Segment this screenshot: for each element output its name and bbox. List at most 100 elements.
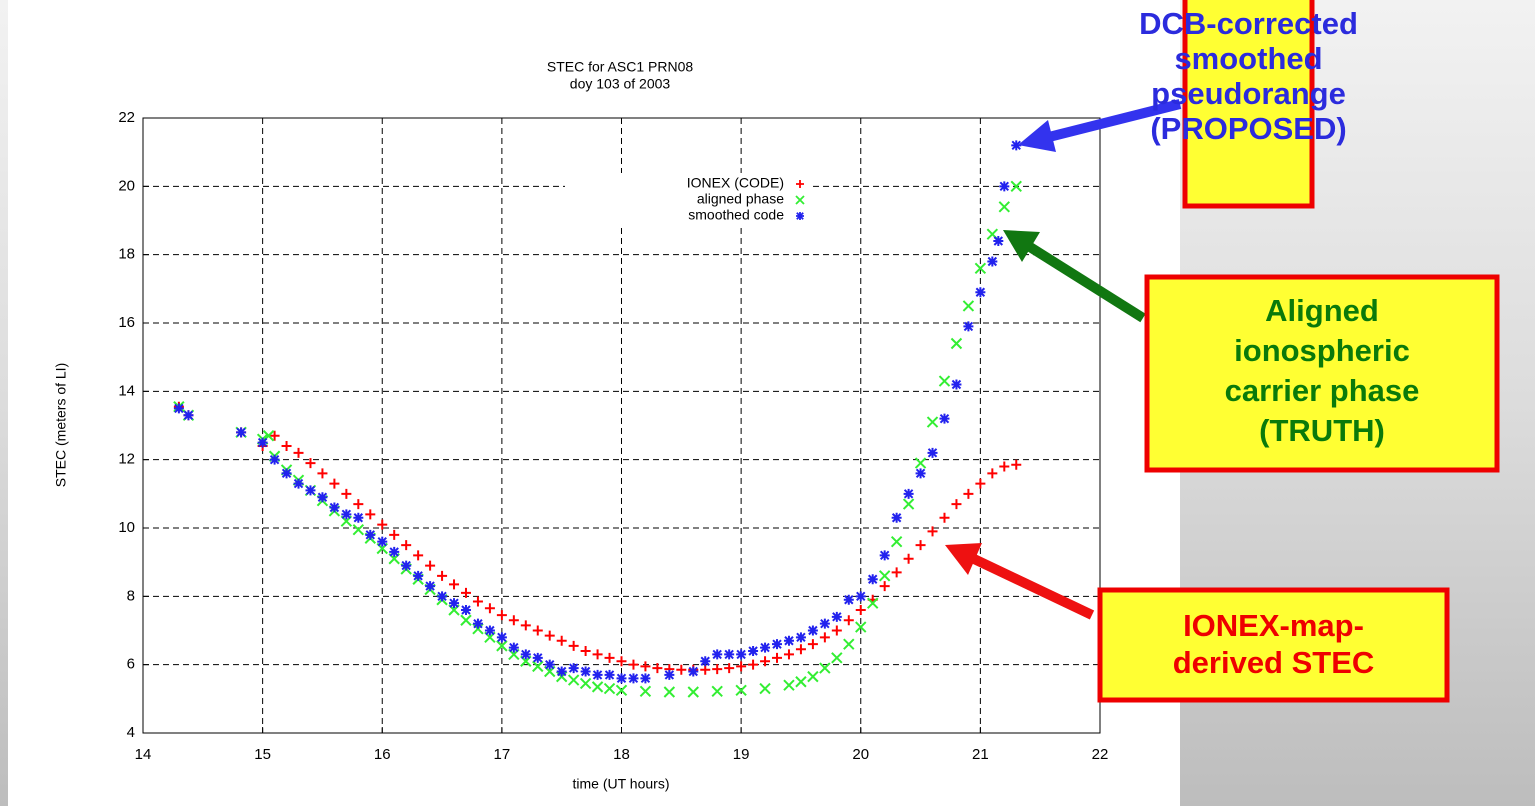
point [437,591,448,602]
point [568,663,579,674]
point [687,686,699,698]
point [413,550,424,561]
annotations: DCB-correctedsmoothedpseudorange(PROPOSE… [945,0,1500,703]
point [281,441,292,451]
point [579,677,592,690]
point [783,635,794,646]
point [772,652,783,663]
point [819,618,830,629]
point [891,567,902,578]
point [628,659,639,670]
point [460,614,472,626]
point [915,468,926,479]
arrow [945,543,1095,620]
y-tick-label: 10 [118,519,135,536]
point [544,659,555,670]
point [269,454,280,465]
point [183,410,194,421]
point [963,321,974,332]
point [1011,140,1022,151]
point [353,499,364,510]
point [772,639,783,650]
point [556,635,567,646]
point [712,664,723,675]
point [975,287,986,298]
point [628,673,639,684]
legend-background [565,173,813,225]
point [652,663,663,674]
x-tick-label: 17 [494,746,511,763]
point [993,236,1004,246]
arrow [1018,99,1182,152]
point [353,512,364,523]
x-axis-label: time (UT hours) [573,776,670,792]
y-tick-label: 20 [118,177,135,194]
point [735,684,747,696]
point [903,488,914,499]
y-tick-label: 16 [118,314,135,331]
point [281,468,292,479]
point [532,625,543,636]
callout-text: carrier phase [1225,373,1420,408]
point [879,581,890,592]
point [724,649,735,660]
point [401,540,412,551]
x-tick-label: 21 [972,746,989,763]
point [951,499,962,510]
y-axis-label: STEC (meters of LI) [53,363,69,487]
chart-title: STEC for ASC1 PRN08 [547,59,693,75]
x-tick-label: 18 [613,746,630,763]
point [748,646,759,656]
point [831,611,842,622]
point [938,375,951,387]
point [472,618,483,629]
point [317,492,328,503]
point [604,669,615,680]
point [890,535,903,548]
point [819,632,830,643]
point [365,529,376,540]
x-tick-label: 15 [254,746,271,763]
point [293,447,304,458]
point [592,669,603,680]
point [700,656,711,667]
point [615,684,628,696]
x-tick-label: 16 [374,746,391,763]
point [855,591,866,602]
point [926,416,939,428]
point [1010,180,1022,193]
point [700,664,711,675]
point [807,625,818,636]
callout: IONEX-map-derived STEC [1097,587,1450,703]
point [987,468,998,479]
point [950,337,963,350]
y-tick-label: 12 [118,451,135,468]
point [962,300,975,312]
point [484,603,495,614]
point [437,570,448,581]
point [903,553,914,564]
point [963,488,974,499]
point [377,519,388,530]
legend-marker [796,212,804,220]
point [831,652,843,664]
point [759,682,771,695]
point [401,560,412,571]
point [639,685,652,698]
point [999,181,1010,192]
point [855,605,866,615]
legend-label: IONEX (CODE) [687,175,784,191]
point [843,638,855,650]
point [449,579,460,590]
point [688,666,699,677]
callout-text: smoothed [1174,41,1322,76]
point [795,676,807,688]
point [389,546,400,557]
point [819,662,831,674]
point [317,468,328,479]
point [413,570,424,581]
point [951,379,962,390]
point [664,669,675,680]
point [640,661,651,672]
point [879,550,890,561]
